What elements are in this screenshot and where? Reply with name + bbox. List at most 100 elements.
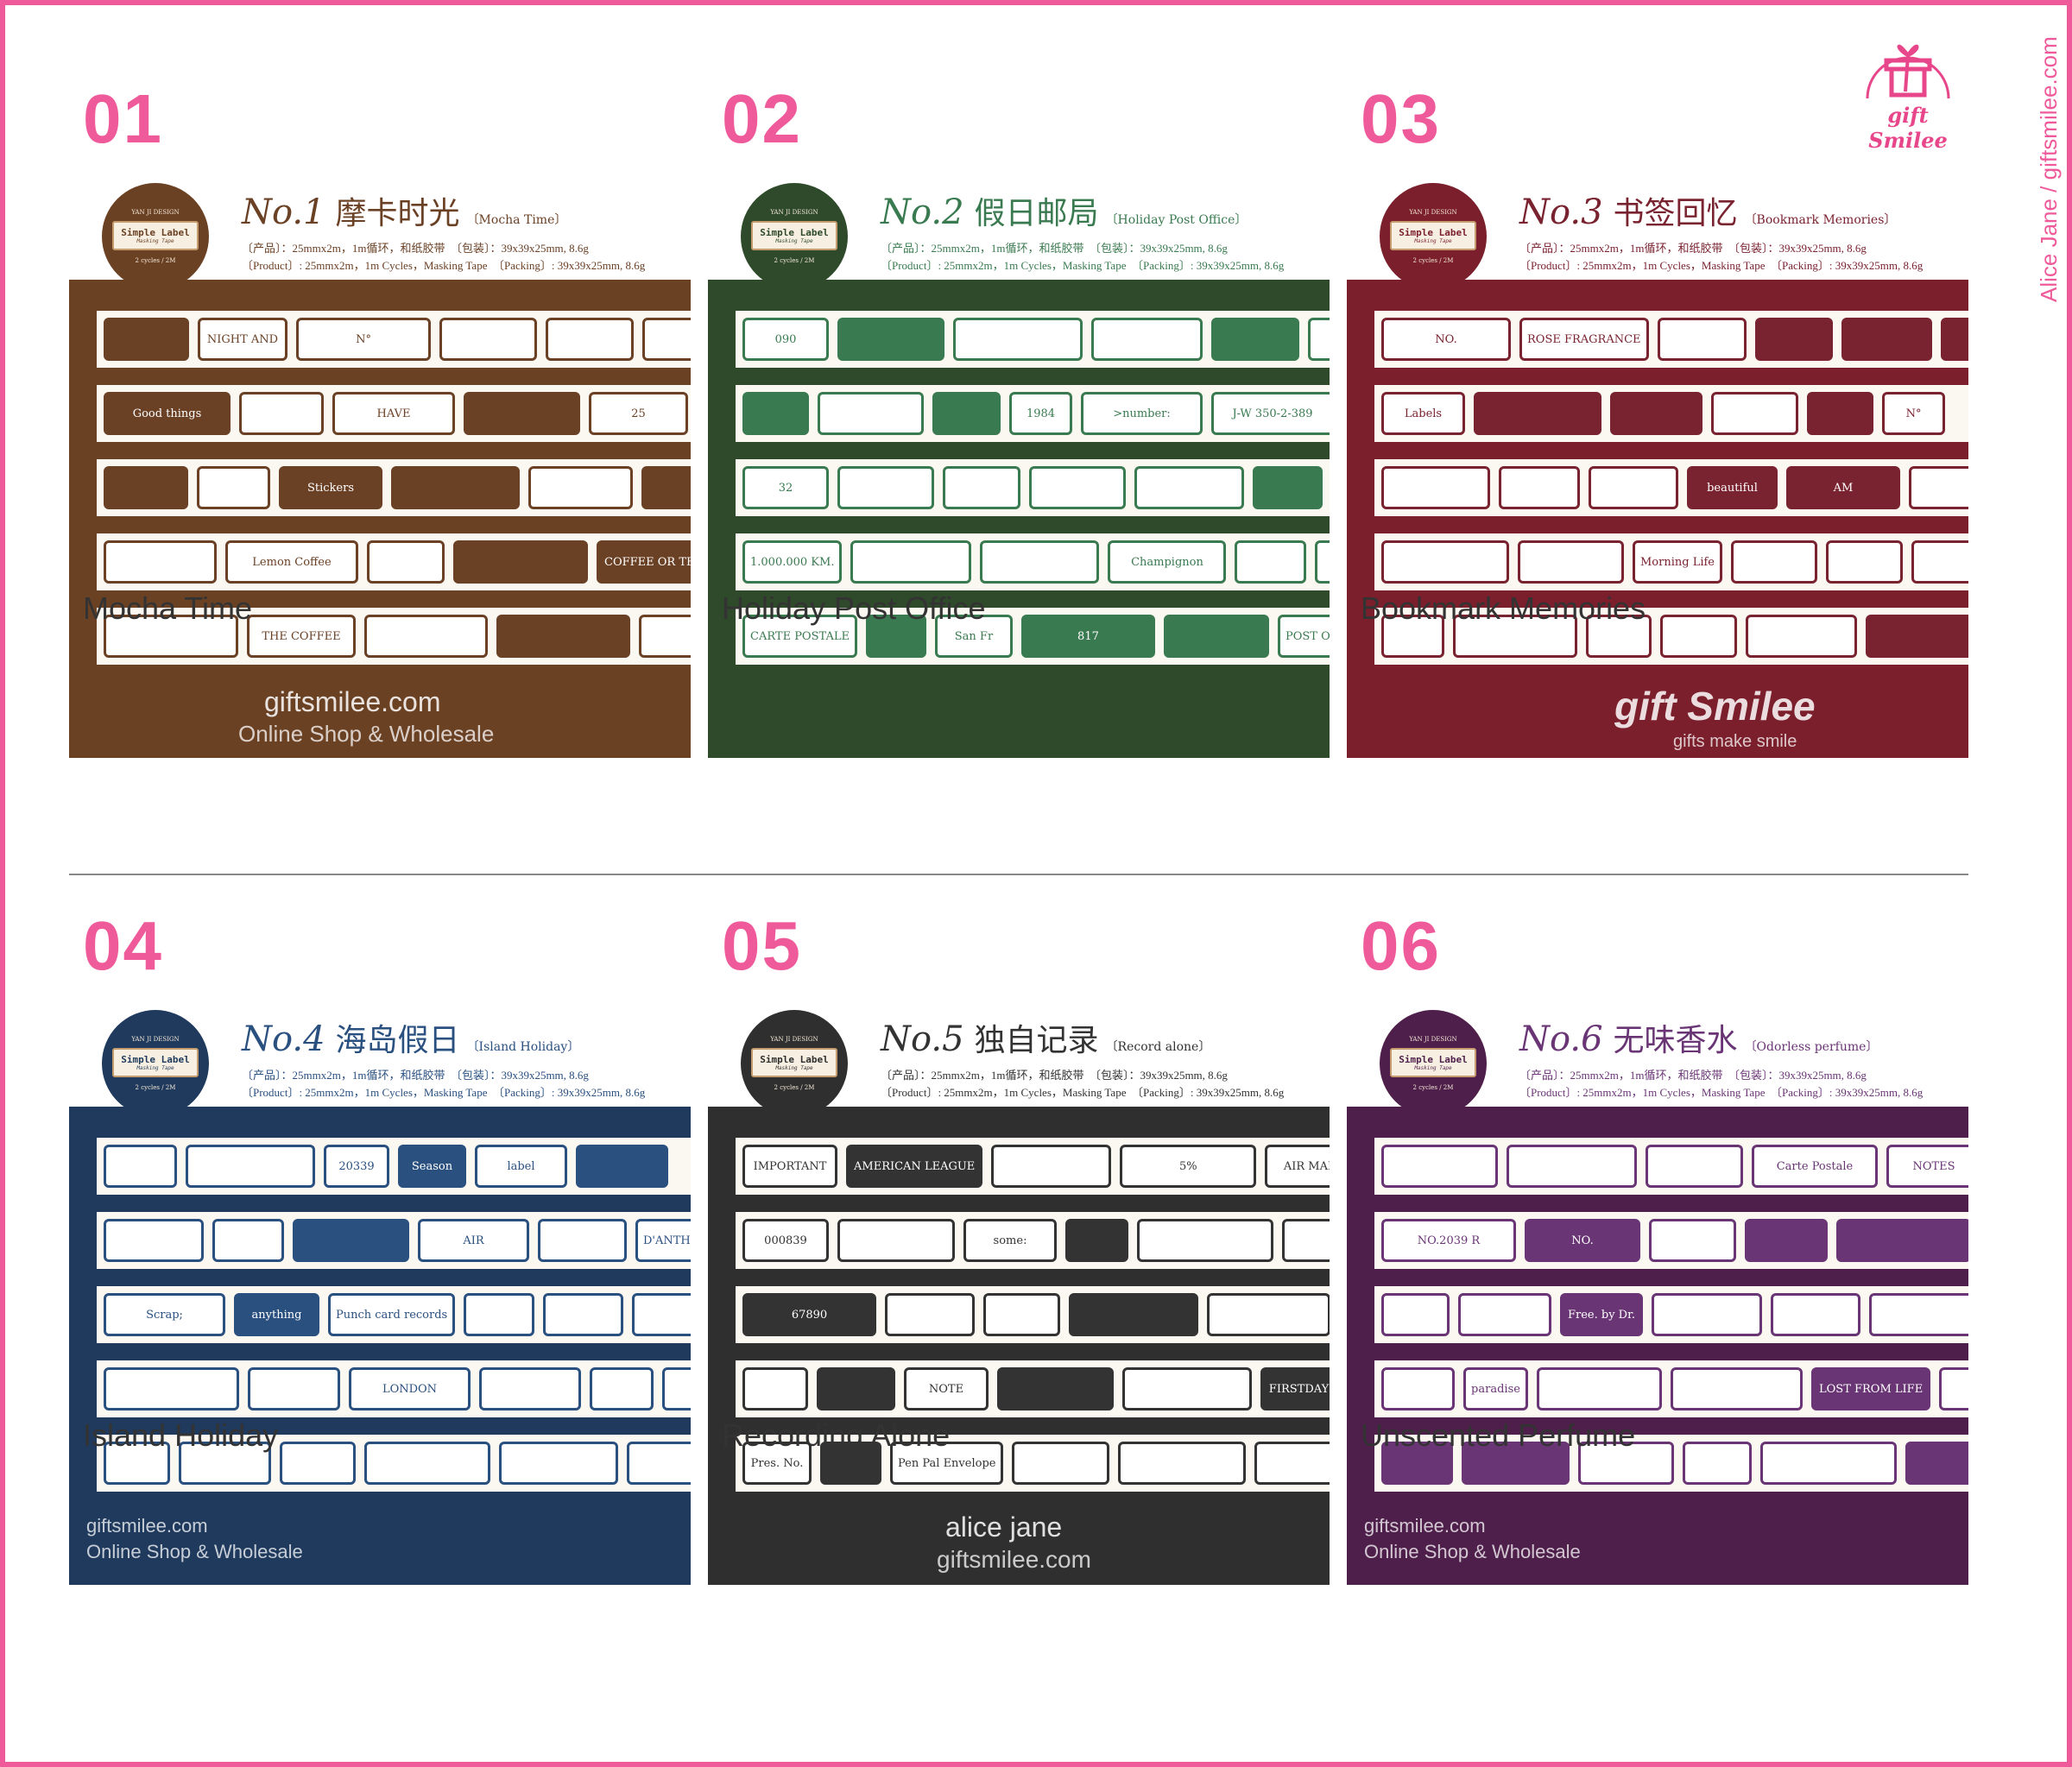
tape-strip: NOTE FIRSTDAY: [736, 1360, 1330, 1417]
tape-label: 25: [589, 392, 688, 435]
tape-label: [496, 615, 630, 658]
product-cn-name: 书签回忆: [1613, 196, 1738, 231]
tape-label: [391, 466, 520, 509]
product-caption[interactable]: Mocha Time: [83, 590, 253, 626]
product-no: No.1: [242, 192, 325, 232]
spec-cn: 〔产品〕：25mmx2m，1m循环，和纸胶带 〔包装〕：39x39x25mm, …: [881, 1069, 1228, 1082]
tape-strip: Scrap; anything Punch card records: [97, 1286, 691, 1343]
tape-label: [280, 1442, 356, 1485]
tape-label: Free. by Dr.: [1560, 1293, 1644, 1336]
tape-label: HAVE: [332, 392, 455, 435]
tape-strip: Carte Postale NOTES: [1374, 1138, 1968, 1195]
tape-label: [453, 540, 588, 584]
product-en-name: 〔Mocha Time〕: [466, 213, 567, 227]
tape-label: [1746, 615, 1857, 658]
tape-strip: 67890: [736, 1286, 1330, 1343]
product-caption[interactable]: Bookmark Memories: [1361, 590, 1646, 626]
tape-label: [248, 1367, 340, 1410]
product-caption[interactable]: Unscented Perfume: [1361, 1417, 1636, 1453]
tape-label: NOTE: [904, 1367, 989, 1410]
tape-label: AM: [1786, 466, 1900, 509]
tape-label: [932, 392, 1001, 435]
tape-label: [104, 615, 238, 658]
tape-label: POST OFFICE PRODUCTS: [1277, 615, 1330, 658]
tape-label: [1537, 1367, 1662, 1410]
tape-label: [1909, 466, 1968, 509]
disc-label-text: Simple Label: [760, 227, 829, 238]
disc-sub: Masking Tape: [775, 238, 813, 244]
tape-label: [818, 392, 924, 435]
tape-label: [197, 466, 270, 509]
disc-brand: YAN JI DESIGN: [131, 209, 180, 216]
tape-label: [1905, 1442, 1968, 1485]
spec-en: 〔Product〕: 25mmx2m，1m Cycles，Masking Tap…: [242, 259, 646, 272]
spec-en: 〔Product〕: 25mmx2m，1m Cycles，Masking Tap…: [1519, 1086, 1924, 1099]
product-caption[interactable]: Island Holiday: [83, 1417, 279, 1453]
tape-label: [1731, 540, 1818, 584]
tape-label: [837, 1219, 955, 1262]
product-cn-name: 无味香水: [1613, 1023, 1738, 1058]
side-credit-text: Alice Jane / giftsmilee.com: [2036, 36, 2062, 302]
disc-label-text: Simple Label: [1399, 227, 1468, 238]
product-caption[interactable]: Recording Alone: [722, 1417, 951, 1453]
tape-label: 67890: [742, 1293, 876, 1336]
watermark-gs: gift Smilee: [1614, 684, 1816, 729]
tape-label: Stickers: [279, 466, 382, 509]
tape-label: [104, 540, 217, 584]
tape-strip: 32: [736, 459, 1330, 516]
tape-label: [1029, 466, 1126, 509]
product-en-name: 〔Bookmark Memories〕: [1744, 213, 1897, 227]
tape-label: Punch card records: [328, 1293, 456, 1336]
tape-label: [464, 1293, 535, 1336]
tape-strip: NO. ROSE FRAGRANCE: [1374, 311, 1968, 368]
tape-label: [1586, 615, 1652, 658]
disc-brand: YAN JI DESIGN: [1409, 1036, 1457, 1043]
disc-label: Simple Label Masking Tape: [751, 221, 837, 250]
tape-label: beautiful: [1687, 466, 1778, 509]
tape-label: [817, 1367, 895, 1410]
giftsmilee-logo: gift Smilee: [1856, 29, 1960, 153]
product-cn-name: 独自记录: [974, 1023, 1099, 1058]
tape-sample-panel: NO. ROSE FRAGRANCE Labels N° beautiful AM Morn…: [1347, 280, 1968, 758]
tape-label: [1660, 615, 1737, 658]
tape-label: [1683, 1442, 1752, 1485]
tape-label: AIR: [418, 1219, 529, 1262]
tape-strip: Morning Life: [1374, 533, 1968, 590]
tape-label: paradise: [1463, 1367, 1528, 1410]
product-caption[interactable]: Holiday Post Office: [722, 590, 986, 626]
tape-label: [1869, 1293, 1968, 1336]
tape-label: [1163, 615, 1269, 658]
tape-label: [1207, 1293, 1330, 1336]
tape-label: [212, 1219, 284, 1262]
tape-label: [1474, 392, 1601, 435]
tape-strip: [1374, 608, 1968, 665]
disc-cycles: 2 cycles / 2M: [774, 1084, 815, 1091]
watermark-shop: Online Shop & Wholesale: [238, 721, 495, 747]
tape-label: FIRSTDAY: [1260, 1367, 1330, 1410]
product-cn-name: 摩卡时光: [335, 196, 460, 231]
tape-label: [1381, 1293, 1450, 1336]
disc-label: Simple Label Masking Tape: [751, 1048, 837, 1077]
disc-label-text: Simple Label: [121, 1054, 190, 1065]
watermark-alice: alice jane: [945, 1511, 1063, 1543]
tape-label: [1652, 1293, 1763, 1336]
tape-strip: 20339 Season label: [97, 1138, 691, 1195]
product-number: 05: [722, 907, 802, 984]
product-header: No.4 海岛假日 〔Island Holiday〕 〔产品〕：25mmx2m，1m…: [242, 1015, 645, 1101]
product-number: 01: [83, 80, 163, 157]
tape-label: [1507, 1145, 1637, 1188]
product-card-04: 04 YAN JI DESIGN Simple Label Masking Tap…: [69, 906, 691, 1649]
product-cn-name: 假日邮局: [974, 196, 1099, 231]
tape-label: >number:: [1081, 392, 1203, 435]
side-credit: Alice Jane / giftsmilee.com: [2036, 35, 2062, 311]
tape-strip: 090: [736, 311, 1330, 368]
tape-strip: THE COFFEE: [97, 608, 691, 665]
tape-label: [479, 1367, 581, 1410]
tape-label: [997, 1367, 1114, 1410]
watermark-site: giftsmilee.com: [264, 686, 441, 717]
spec-cn: 〔产品〕：25mmx2m，1m循环，和纸胶带 〔包装〕：39x39x25mm, …: [242, 1069, 589, 1082]
tape-label: NO.: [1381, 318, 1511, 361]
tape-label: [543, 1293, 624, 1336]
